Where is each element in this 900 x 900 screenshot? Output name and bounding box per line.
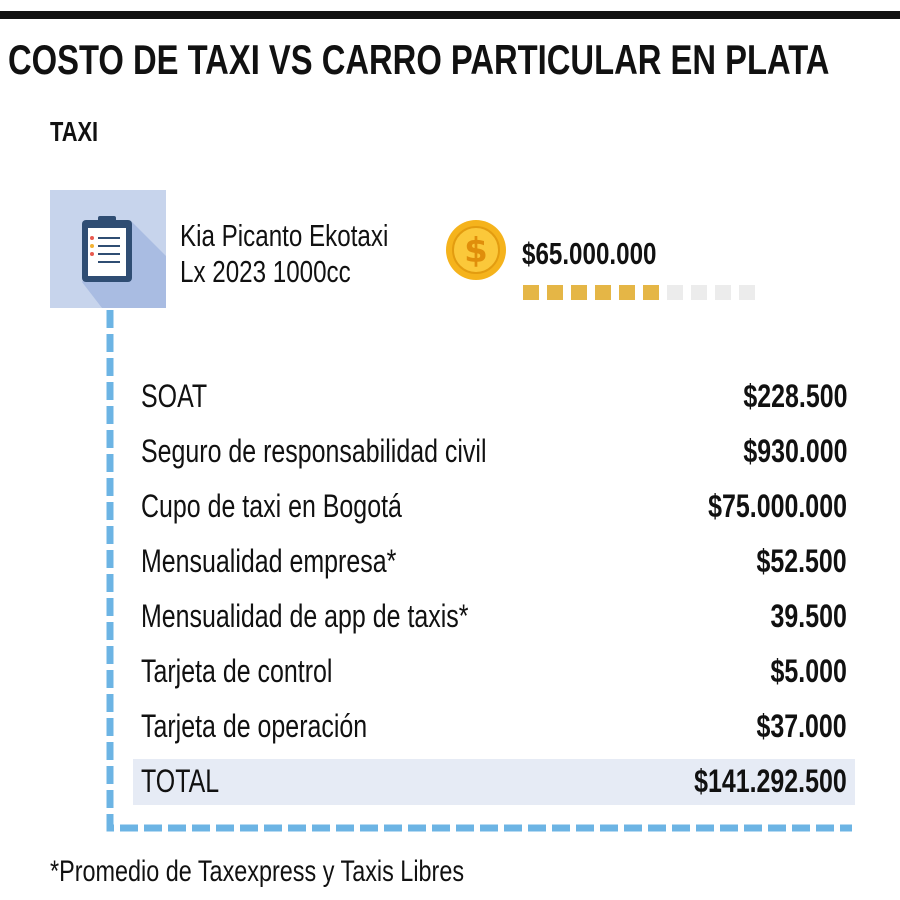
level-square: [547, 285, 563, 300]
clipboard-clip: [98, 216, 116, 224]
connector-line: [106, 310, 852, 832]
level-square: [571, 285, 587, 300]
row-value: $52.500: [756, 543, 847, 579]
level-square: [523, 285, 539, 300]
level-square: [667, 285, 683, 300]
vehicle-name: Lx 2023 1000cc: [180, 254, 351, 289]
level-square: [715, 285, 731, 300]
row-label: TOTAL: [141, 763, 220, 799]
row-label: Tarjeta de control: [141, 653, 333, 689]
level-square: [643, 285, 659, 300]
vehicle-name: Kia Picanto Ekotaxi: [180, 218, 389, 253]
svg-text:$: $: [464, 231, 488, 271]
level-square: [619, 285, 635, 300]
row-value: $141.292.500: [694, 763, 847, 799]
row-value: 39.500: [770, 598, 847, 634]
total-row-bg: [133, 759, 855, 805]
top-bar: [0, 11, 900, 19]
row-label: Tarjeta de operación: [141, 708, 368, 744]
row-label: Mensualidad de app de taxis*: [141, 598, 469, 634]
level-square: [739, 285, 755, 300]
level-square: [595, 285, 611, 300]
section-label: TAXI: [50, 116, 99, 147]
row-value: $228.500: [742, 378, 847, 414]
row-value: $37.000: [756, 708, 847, 744]
level-square: [691, 285, 707, 300]
row-value: $930.000: [742, 433, 847, 469]
row-label: Seguro de responsabilidad civil: [141, 433, 487, 469]
vehicle-price: $65.000.000: [522, 236, 657, 271]
row-label: Cupo de taxi en Bogotá: [141, 488, 402, 524]
title: COSTO DE TAXI VS CARRO PARTICULAR EN PLA…: [8, 36, 830, 83]
row-value: $5.000: [770, 653, 847, 689]
row-label: Mensualidad empresa*: [141, 543, 397, 579]
footnote: *Promedio de Taxexpress y Taxis Libres: [50, 855, 465, 888]
row-value: $75.000.000: [708, 488, 847, 524]
price-level: [523, 285, 755, 300]
row-label: SOAT: [141, 378, 208, 414]
clipboard-lines: [98, 237, 120, 263]
clipboard-paper: [88, 228, 126, 276]
